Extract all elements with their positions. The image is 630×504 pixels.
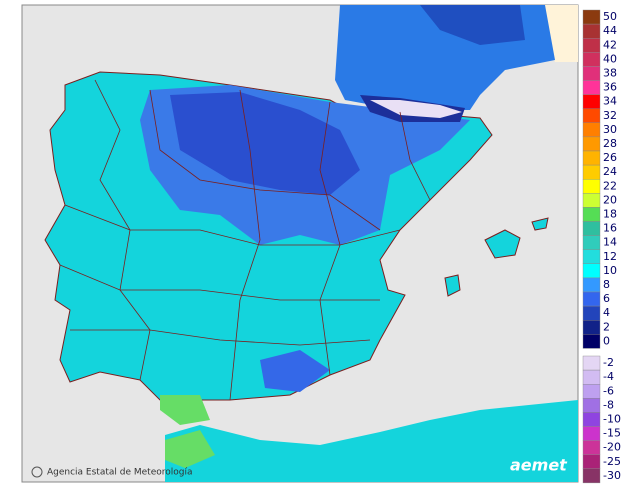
legend-swatch [582,66,601,81]
sierra-nevada [260,350,330,392]
legend-label: -20 [603,441,621,454]
legend-swatch [582,334,601,349]
legend-swatch [582,38,601,53]
africa-warm [165,430,215,468]
legend-swatch [582,454,601,470]
legend-label: -30 [603,469,621,482]
legend-swatch [582,320,601,335]
legend-label: 0 [603,334,610,347]
outside-area [545,5,578,62]
legend-swatch [582,468,601,484]
legend-swatch [582,150,601,166]
map: Agencia Estatal de Meteorología aemet [21,4,579,483]
border [59,264,380,301]
legend-label: 6 [603,292,610,305]
legend-label: -2 [603,356,614,369]
legend-label: 50 [603,10,617,23]
copyright-icon [31,466,43,478]
france-cold [420,5,525,45]
legend-label: -25 [603,455,621,468]
legend-swatch [582,249,601,264]
legend-swatch [582,305,601,321]
logo: aemet [510,456,568,475]
legend-label: 26 [603,151,617,164]
border [70,329,371,346]
mallorca [484,229,521,259]
legend-label: 36 [603,81,617,94]
legend-label: 44 [603,24,617,37]
legend-swatch [582,440,601,455]
africa [165,400,578,482]
border [149,89,381,231]
legend-swatch [582,122,601,138]
legend-swatch [582,9,601,25]
legend-swatch [582,136,601,152]
legend-swatch [582,277,601,293]
legend-label: -15 [603,427,621,440]
credit: Agencia Estatal de Meteorología [47,468,193,478]
legend-swatch [582,23,601,39]
border [399,111,431,201]
legend-swatch [582,426,601,441]
legend: 5044424038363432302826242220181614121086… [582,9,621,484]
legend-swatch [582,52,601,67]
legend-label: -4 [603,370,614,383]
legend-label: -6 [603,384,614,397]
legend-label: 10 [603,264,617,277]
legend-label: 40 [603,52,617,65]
legend-swatch [582,291,601,307]
legend-label: 18 [603,207,617,220]
legend-label: 38 [603,66,617,79]
province-borders [59,79,431,401]
pyrenees-snow [370,100,462,118]
legend-swatch [582,369,601,385]
menorca [531,217,549,231]
legend-label: 20 [603,193,617,206]
legend-swatch [582,108,601,123]
ibiza [444,274,461,297]
south-warm [160,395,210,425]
legend-swatch [582,94,601,109]
legend-label: 30 [603,123,617,136]
legend-label: -8 [603,398,614,411]
legend-swatch [582,235,601,250]
border [64,204,401,246]
legend-label: 2 [603,320,610,333]
legend-swatch [582,80,601,95]
legend-label: 16 [603,222,617,235]
legend-swatch [582,412,601,427]
legend-swatch [582,263,601,279]
legend-swatch [582,164,601,180]
cold-core [170,92,360,195]
border [229,89,261,401]
legend-swatch [582,193,601,208]
legend-swatch [582,384,601,399]
legend-swatch [582,207,601,222]
legend-label: 4 [603,306,610,319]
legend-label: 22 [603,179,617,192]
legend-label: 24 [603,165,617,178]
legend-label: 42 [603,38,617,51]
legend-swatch [582,221,601,236]
legend-label: 8 [603,278,610,291]
legend-label: 14 [603,236,617,249]
legend-label: -10 [603,412,621,425]
legend-swatch [582,355,601,371]
legend-swatch [582,178,601,194]
legend-label: 28 [603,137,617,150]
legend-label: 32 [603,109,617,122]
legend-label: 34 [603,95,617,108]
legend-swatch [582,398,601,413]
legend-label: 12 [603,250,617,263]
